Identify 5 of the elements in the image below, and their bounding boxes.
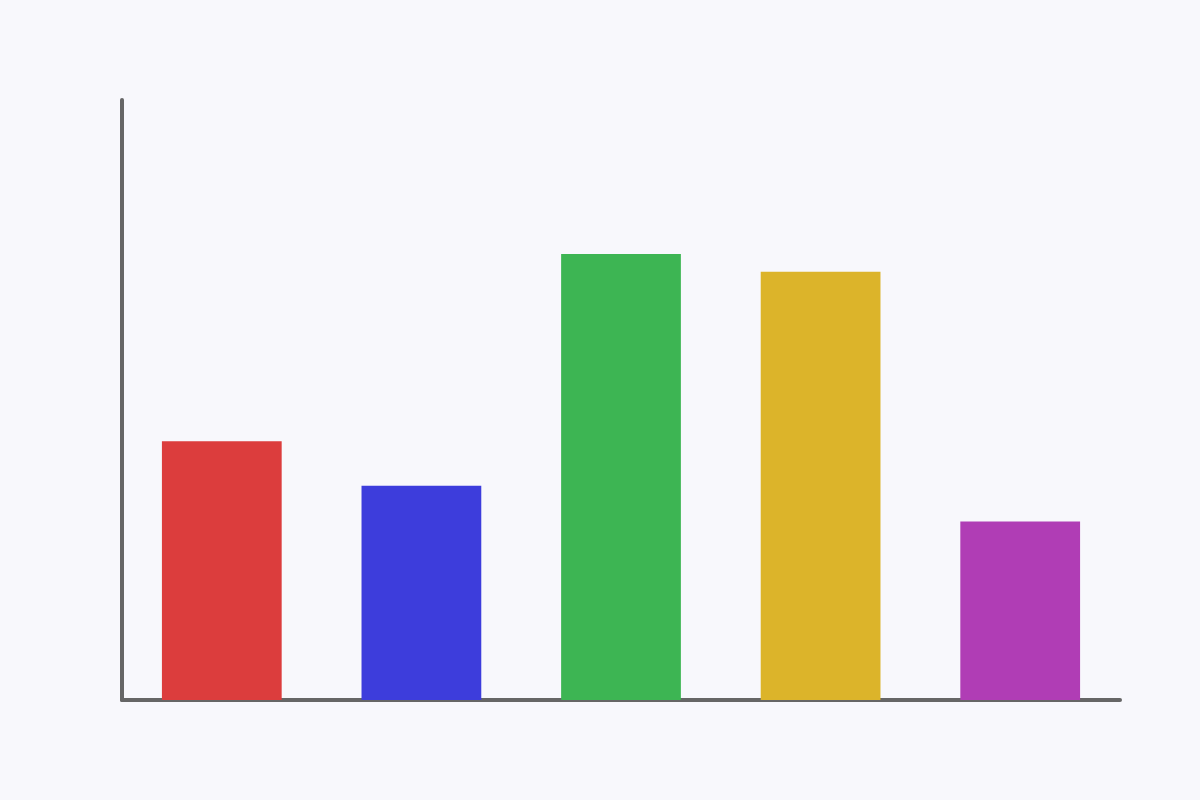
bar [361,485,482,700]
bar [960,521,1081,700]
bar [161,441,282,700]
bar [561,253,681,700]
bar [760,271,881,700]
